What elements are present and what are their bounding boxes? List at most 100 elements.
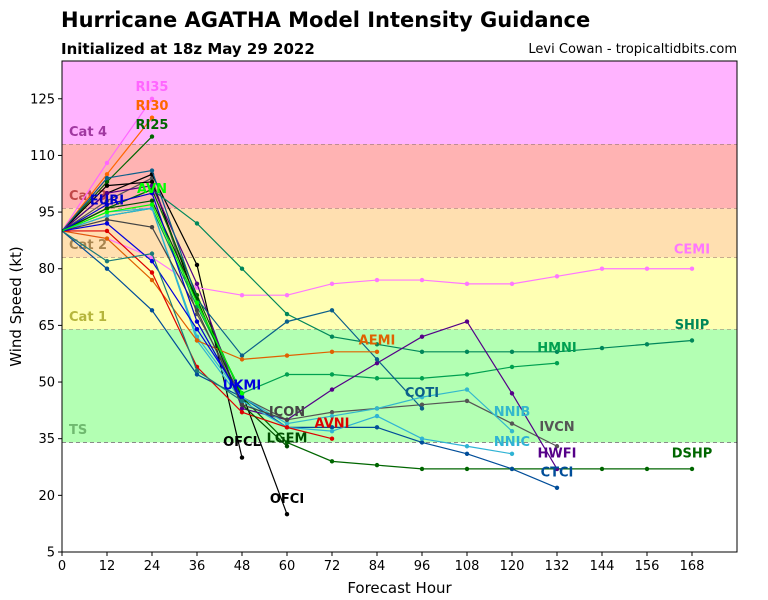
x-tick-label: 12	[99, 559, 116, 574]
series-point	[104, 266, 110, 271]
series-point	[509, 364, 515, 370]
y-tick-label: 95	[38, 206, 55, 221]
series-point	[419, 406, 425, 411]
series-point	[104, 209, 110, 215]
series-point	[149, 183, 155, 188]
series-point	[374, 342, 380, 347]
series-point	[374, 462, 380, 468]
series-point	[284, 512, 290, 517]
series-line	[61, 184, 558, 470]
x-tick-label: 60	[279, 559, 296, 574]
series-point	[149, 270, 155, 275]
series-point	[419, 402, 425, 407]
series-point	[419, 436, 425, 441]
series-point	[149, 179, 155, 185]
series-point	[239, 353, 245, 358]
series-point	[284, 311, 290, 317]
series-point	[464, 387, 470, 392]
series-point	[194, 308, 200, 313]
series-point	[149, 96, 155, 101]
series-point	[419, 277, 425, 283]
series-point	[419, 376, 425, 381]
x-tick-label: 156	[635, 559, 660, 574]
series-point	[104, 206, 110, 211]
band-cat-4	[62, 61, 737, 145]
series-point	[284, 417, 290, 423]
y-tick-label: 80	[38, 262, 55, 277]
series-point	[464, 349, 470, 355]
series-point	[509, 391, 515, 396]
series-label: RI25	[136, 118, 169, 133]
x-tick-label: 72	[324, 559, 341, 574]
series-point	[329, 410, 335, 415]
category-bands	[62, 61, 737, 443]
series-point	[104, 179, 110, 185]
series-point	[104, 217, 110, 222]
y-tick-label: 35	[38, 432, 55, 447]
series-point	[374, 406, 380, 411]
series-point	[644, 466, 650, 472]
y-axis-label: Wind Speed (kt)	[7, 246, 25, 367]
band-label: Cat 2	[69, 238, 107, 253]
chart-credit: Levi Cowan - tropicaltidbits.com	[528, 42, 737, 57]
series-point	[329, 413, 335, 419]
series-point	[374, 376, 380, 381]
series-label: EURI	[90, 194, 124, 209]
series-point	[104, 228, 110, 234]
x-tick-label: 132	[545, 559, 570, 574]
series-point	[509, 466, 515, 472]
series-point	[329, 281, 335, 287]
model-labels: RI35 RI30 RI25 IVCN OFCL OFCI CEMI SHIP DSHP HMNI…	[90, 80, 712, 507]
series-point	[329, 334, 335, 339]
series-point	[239, 410, 245, 415]
series-point	[464, 398, 470, 404]
series-label: NNIC	[494, 435, 530, 450]
series-point	[509, 428, 515, 434]
series-point	[689, 266, 695, 271]
chart-subtitle: Initialized at 18z May 29 2022	[61, 40, 315, 58]
series-point	[284, 440, 290, 445]
series-point	[329, 425, 335, 430]
series-point	[419, 394, 425, 400]
series-point	[464, 281, 470, 287]
series-point	[149, 224, 155, 230]
series-point	[194, 281, 200, 287]
series-point	[419, 466, 425, 472]
y-tick-label: 110	[30, 149, 55, 164]
series-point	[374, 360, 380, 366]
series-label: DSHP	[672, 447, 713, 462]
series-point	[284, 319, 290, 324]
series-point	[149, 190, 155, 196]
series-point	[464, 451, 470, 456]
x-tick-label: 144	[590, 559, 615, 574]
series-point	[194, 300, 200, 305]
series-label: AVNI	[315, 416, 350, 431]
series-point	[554, 444, 560, 449]
series-point	[104, 258, 110, 264]
series-label: HWFI	[538, 447, 577, 462]
series-point	[149, 134, 155, 139]
series-point	[284, 372, 290, 377]
series-point	[104, 202, 110, 207]
x-tick-label: 108	[455, 559, 480, 574]
y-axis-ticks: 5 20 35 50 65 80 95 110 125	[30, 92, 62, 561]
y-tick-label: 20	[38, 489, 55, 504]
series-point	[239, 398, 245, 404]
series-point	[149, 258, 155, 264]
series-point	[149, 308, 155, 313]
series-point	[284, 444, 290, 449]
series-point	[509, 281, 515, 287]
model-lines	[61, 96, 695, 517]
series-point	[239, 357, 245, 362]
series-point	[599, 266, 605, 271]
series-label: HMNI	[537, 341, 577, 356]
series-point	[194, 262, 200, 268]
plot-frame	[61, 60, 738, 553]
series-point	[554, 485, 560, 490]
series-point	[644, 266, 650, 271]
series-point	[284, 421, 290, 426]
x-tick-label: 24	[144, 559, 161, 574]
x-tick-label: 96	[414, 559, 431, 574]
series-point	[239, 391, 245, 396]
series-point	[419, 334, 425, 339]
